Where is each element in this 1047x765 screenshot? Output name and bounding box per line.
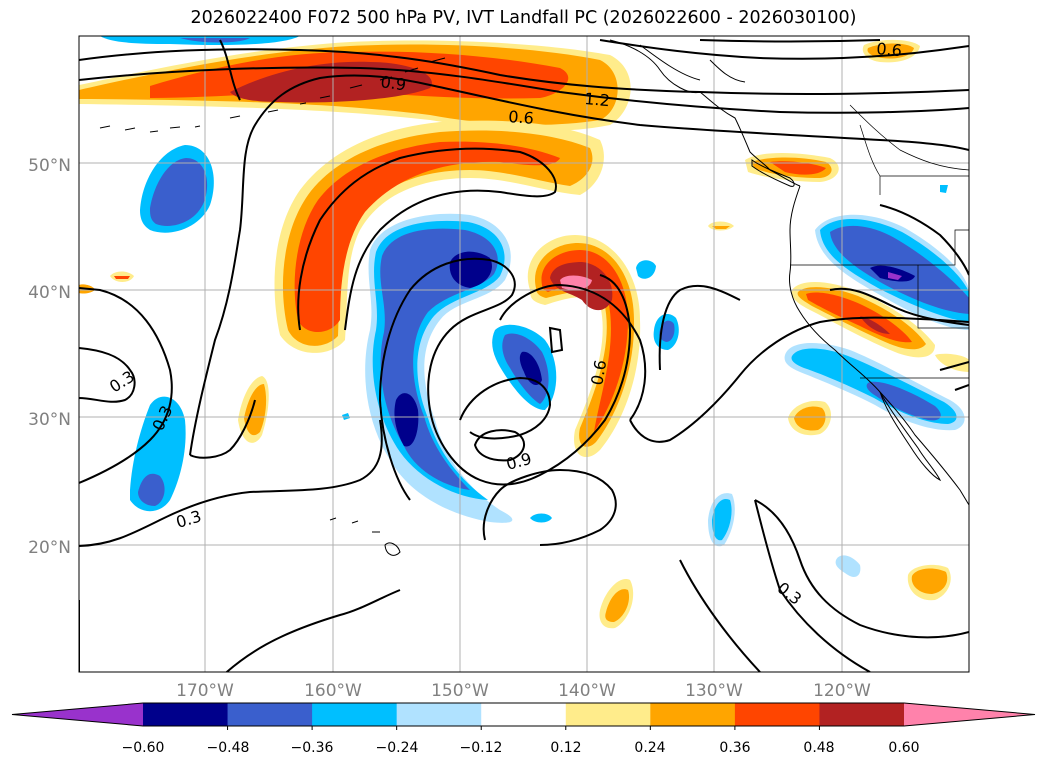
lon-label: 150°W (431, 681, 489, 701)
colorbar-tick-label: −0.36 (291, 740, 334, 756)
colorbar-tick-label: 0.12 (550, 740, 581, 756)
lon-label: 130°W (685, 681, 743, 701)
colorbar-segment (735, 703, 820, 726)
colorbar-extend-low (12, 703, 143, 726)
colorbar-tick-label: 0.60 (888, 740, 919, 756)
lon-label: 170°W (176, 681, 234, 701)
colorbar-segment (143, 703, 228, 726)
map-area: 0.3 0.3 0.3 0.3 0.6 0.6 0.6 0.9 0.9 1.2 (79, 36, 969, 700)
colorbar-segment (819, 703, 904, 726)
colorbar-segment (228, 703, 313, 726)
colorbar-tick-label: −0.60 (122, 740, 165, 756)
colorbar-segment (650, 703, 735, 726)
colorbar (12, 703, 1035, 730)
contour-label: 0.6 (508, 107, 535, 128)
colorbar-segment (481, 703, 566, 726)
contour-label: 0.9 (379, 72, 407, 94)
colorbar-tick-labels: −0.60 −0.48 −0.36 −0.24 −0.12 0.12 0.24 … (122, 740, 920, 756)
contour-label: 1.2 (584, 89, 611, 110)
lat-label: 50°N (28, 156, 71, 176)
lon-label: 160°W (304, 681, 362, 701)
colorbar-tick-label: −0.48 (207, 740, 250, 756)
lon-label: 120°W (813, 681, 871, 701)
colorbar-tick-label: −0.24 (376, 740, 419, 756)
contour-label: 0.6 (876, 39, 903, 60)
colorbar-tick-label: 0.36 (719, 740, 750, 756)
lat-labels: 20°N 30°N 40°N 50°N (28, 156, 71, 558)
lat-label: 40°N (28, 283, 71, 303)
lat-label: 30°N (28, 410, 71, 430)
lon-label: 140°W (558, 681, 616, 701)
lat-label: 20°N (28, 538, 71, 558)
colorbar-segment (312, 703, 397, 726)
colorbar-segment (566, 703, 651, 726)
colorbar-extend-high (904, 703, 1035, 726)
colorbar-tick-label: 0.48 (803, 740, 834, 756)
colorbar-segment (397, 703, 482, 726)
lon-labels: 170°W 160°W 150°W 140°W 130°W 120°W (176, 681, 871, 701)
colorbar-tick-label: 0.24 (634, 740, 665, 756)
colorbar-tick-label: −0.12 (460, 740, 503, 756)
